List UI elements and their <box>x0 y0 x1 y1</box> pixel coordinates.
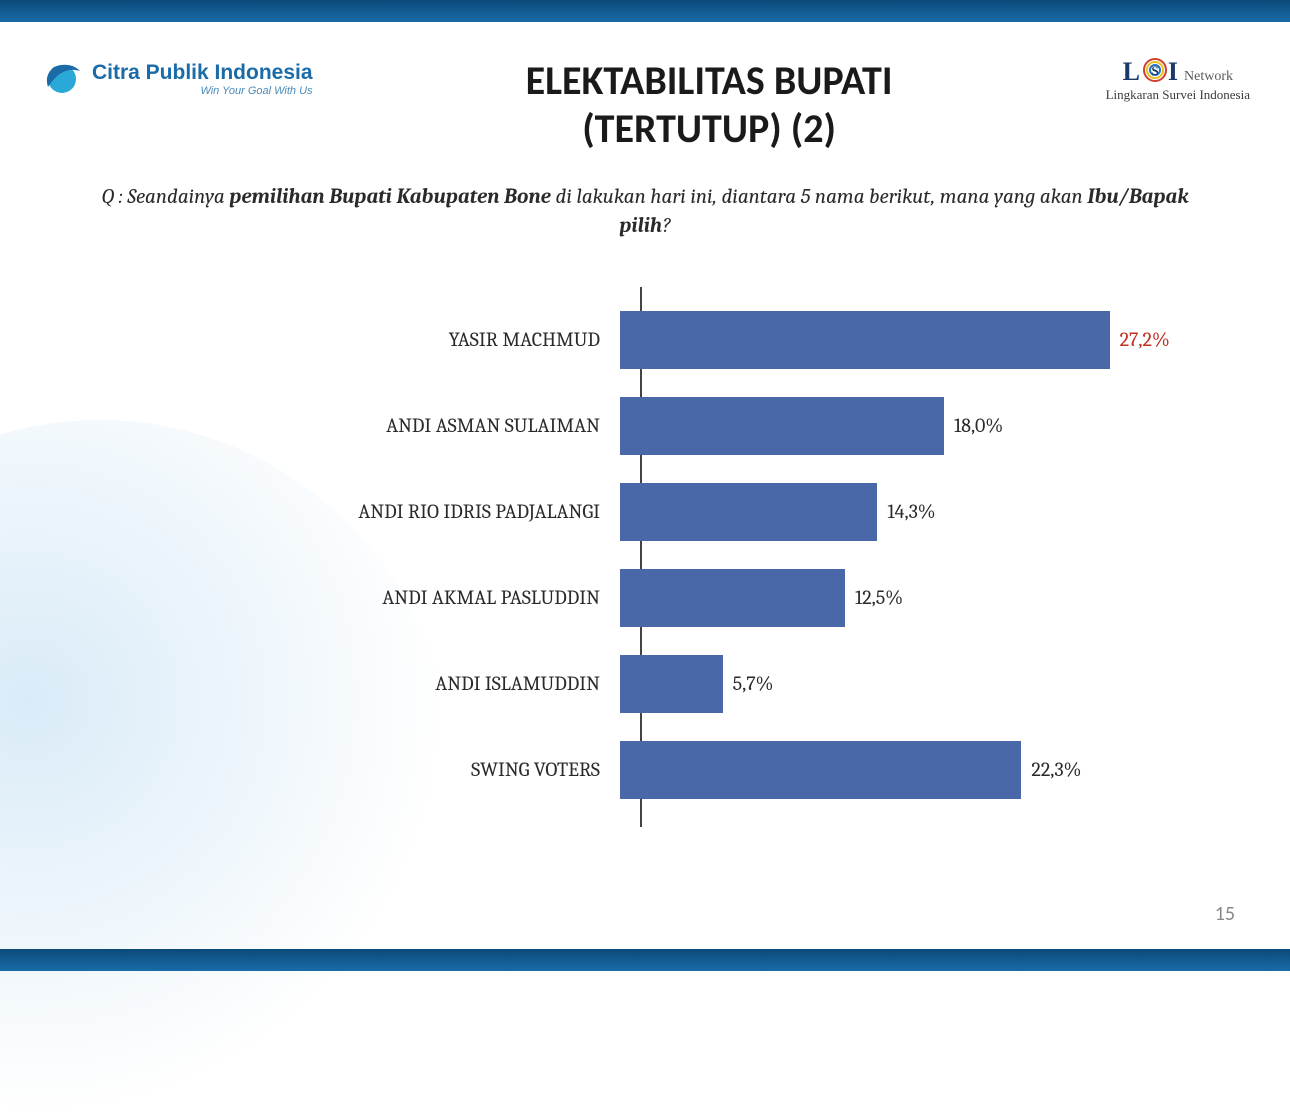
survey-question: Q : Seandainya pemilihan Bupati Kabupate… <box>40 183 1250 242</box>
bar-rect <box>620 655 723 713</box>
title-line2: (TERTUTUP) (2) <box>313 105 1106 153</box>
logo-left-tagline: Win Your Goal With Us <box>92 85 313 97</box>
bar-track: 14,3% <box>620 483 1250 541</box>
bar-rect <box>620 311 1110 369</box>
bar-row: ANDI ISLAMUDDIN 5,7% <box>40 641 1250 727</box>
bar-rect <box>620 741 1021 799</box>
lsi-rings-icon: S <box>1142 57 1168 83</box>
bar-row: ANDI RIO IDRIS PADJALANGI 14,3% <box>40 469 1250 555</box>
q-prefix: Q : Seandainya <box>101 185 229 209</box>
bar-label: SWING VOTERS <box>40 758 620 781</box>
bar-track: 27,2% <box>620 311 1250 369</box>
bar-value: 12,5% <box>855 586 903 609</box>
bar-rect <box>620 483 877 541</box>
bar-track: 18,0% <box>620 397 1250 455</box>
logo-citra-publik: Citra Publik Indonesia Win Your Goal Wit… <box>40 57 313 101</box>
chart-bars-container: YASIR MACHMUD 27,2% ANDI ASMAN SULAIMAN 18,… <box>40 297 1250 813</box>
page-number: 15 <box>1215 902 1235 926</box>
q-bold1: pemilihan Bupati Kabupaten Bone <box>229 185 551 209</box>
logo-lsi-network: L S I Network Lingkaran Survei Indonesia <box>1106 57 1250 103</box>
bar-row: SWING VOTERS 22,3% <box>40 727 1250 813</box>
bottom-decor-bar <box>0 949 1290 971</box>
logo-right-subtitle: Lingkaran Survei Indonesia <box>1106 87 1250 103</box>
bar-label: ANDI AKMAL PASLUDDIN <box>40 586 620 609</box>
bar-label: ANDI ISLAMUDDIN <box>40 672 620 695</box>
q-mid: di lakukan hari ini, diantara 5 nama ber… <box>551 185 1087 209</box>
bar-value: 14,3% <box>887 500 935 523</box>
bar-track: 22,3% <box>620 741 1250 799</box>
slide-content: Citra Publik Indonesia Win Your Goal Wit… <box>0 22 1290 827</box>
title-block: ELEKTABILITAS BUPATI (TERTUTUP) (2) <box>313 57 1106 153</box>
bar-row: ANDI AKMAL PASLUDDIN 12,5% <box>40 555 1250 641</box>
bar-track: 5,7% <box>620 655 1250 713</box>
bar-label: YASIR MACHMUD <box>40 328 620 351</box>
header-row: Citra Publik Indonesia Win Your Goal Wit… <box>40 22 1250 153</box>
svg-text:S: S <box>1151 63 1158 78</box>
logo-left-name: Citra Publik Indonesia <box>92 61 313 85</box>
bar-value: 5,7% <box>733 672 774 695</box>
logo-right-network: Network <box>1184 69 1233 84</box>
logo-left-text: Citra Publik Indonesia Win Your Goal Wit… <box>92 61 313 97</box>
bar-value: 22,3% <box>1031 758 1081 781</box>
bar-track: 12,5% <box>620 569 1250 627</box>
bar-rect <box>620 397 944 455</box>
title-line1: ELEKTABILITAS BUPATI <box>313 57 1106 105</box>
logo-right-top: L S I Network <box>1106 57 1250 87</box>
bar-rect <box>620 569 845 627</box>
bar-chart: YASIR MACHMUD 27,2% ANDI ASMAN SULAIMAN 18,… <box>40 287 1250 827</box>
globe-swoosh-icon <box>40 57 84 101</box>
bar-label: ANDI RIO IDRIS PADJALANGI <box>40 500 620 523</box>
bar-value: 18,0% <box>954 414 1003 437</box>
bar-value: 27,2% <box>1120 328 1170 351</box>
q-suffix: ? <box>662 214 671 238</box>
bar-row: ANDI ASMAN SULAIMAN 18,0% <box>40 383 1250 469</box>
top-decor-bar <box>0 0 1290 22</box>
bar-label: ANDI ASMAN SULAIMAN <box>40 414 620 437</box>
bar-row: YASIR MACHMUD 27,2% <box>40 297 1250 383</box>
